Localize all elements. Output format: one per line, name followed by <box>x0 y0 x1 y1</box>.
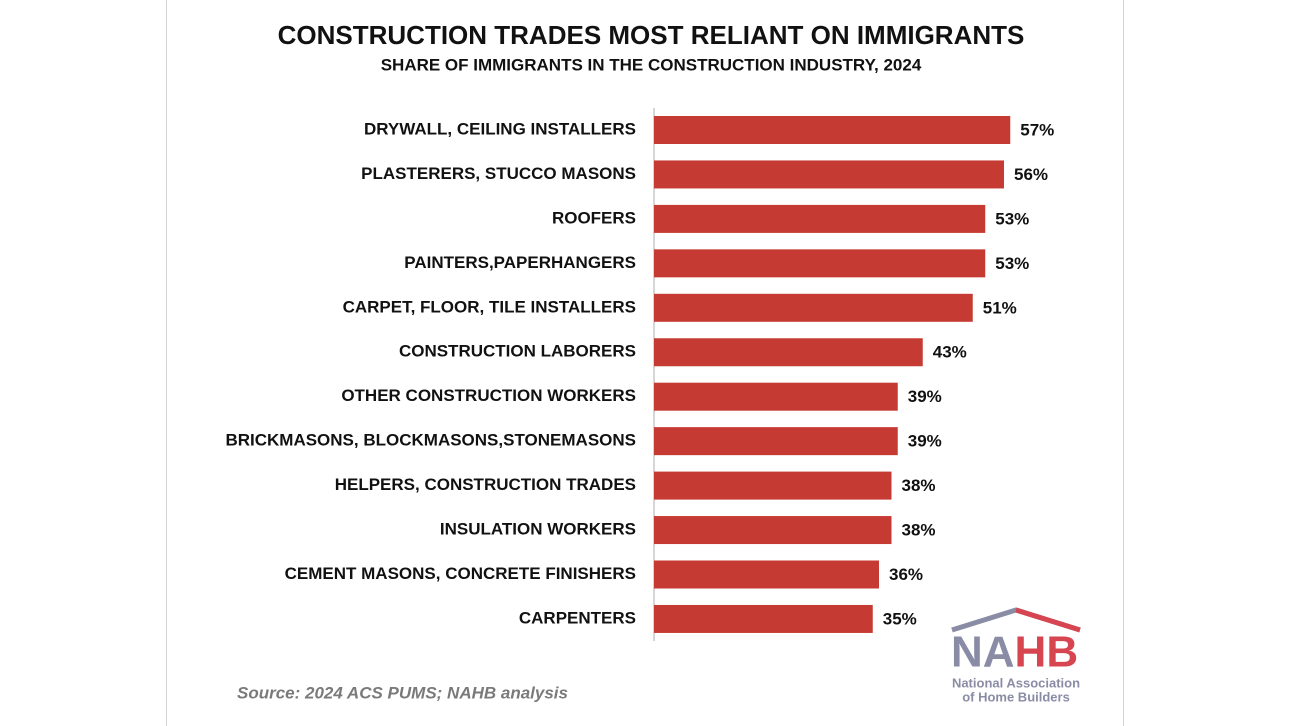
category-label: INSULATION WORKERS <box>440 520 636 539</box>
chart-subtitle: SHARE OF IMMIGRANTS IN THE CONSTRUCTION … <box>381 55 922 74</box>
category-label: DRYWALL, CEILING INSTALLERS <box>364 119 636 138</box>
bar <box>654 249 986 278</box>
chart-title: CONSTRUCTION TRADES MOST RELIANT ON IMMI… <box>278 20 1025 50</box>
value-label: 43% <box>933 343 967 362</box>
bar <box>654 516 892 545</box>
bar <box>654 293 973 322</box>
bar <box>654 471 892 500</box>
category-label: CONSTRUCTION LABORERS <box>399 342 636 361</box>
category-label: CARPENTERS <box>519 608 636 627</box>
bar <box>654 560 879 589</box>
value-label: 36% <box>889 565 923 584</box>
logo-line: of Home Builders <box>962 689 1070 704</box>
category-label: ROOFERS <box>552 208 636 227</box>
logo: NAHB National Association of Home Builde… <box>951 607 1081 704</box>
value-label: 39% <box>908 432 942 451</box>
category-label: OTHER CONSTRUCTION WORKERS <box>341 386 636 405</box>
category-label: BRICKMASONS, BLOCKMASONS,STONEMASONS <box>225 431 636 450</box>
bar <box>654 116 1011 144</box>
panel <box>166 0 1124 726</box>
bar <box>654 204 986 233</box>
value-label: 51% <box>983 298 1017 317</box>
value-label: 53% <box>995 254 1029 273</box>
bar <box>654 604 873 633</box>
bar <box>654 427 898 456</box>
bar <box>654 338 923 367</box>
source-note: Source: 2024 ACS PUMS; NAHB analysis <box>237 683 568 702</box>
value-label: 35% <box>883 609 917 628</box>
value-label: 57% <box>1020 120 1054 139</box>
logo-line: National Association <box>952 675 1080 690</box>
category-label: PAINTERS,PAPERHANGERS <box>404 253 636 272</box>
value-label: 38% <box>902 476 936 495</box>
value-label: 53% <box>995 209 1029 228</box>
category-label: PLASTERERS, STUCCO MASONS <box>361 164 636 183</box>
bar <box>654 160 1004 189</box>
value-label: 56% <box>1014 165 1048 184</box>
value-label: 39% <box>908 387 942 406</box>
category-label: CEMENT MASONS, CONCRETE FINISHERS <box>285 564 636 583</box>
logo-mark: NAHB <box>951 628 1078 677</box>
category-label: CARPET, FLOOR, TILE INSTALLERS <box>343 297 636 316</box>
logo-roof-accent <box>1015 607 1081 633</box>
category-label: HELPERS, CONSTRUCTION TRADES <box>335 475 636 494</box>
bar <box>654 382 898 411</box>
value-label: 38% <box>902 521 936 540</box>
